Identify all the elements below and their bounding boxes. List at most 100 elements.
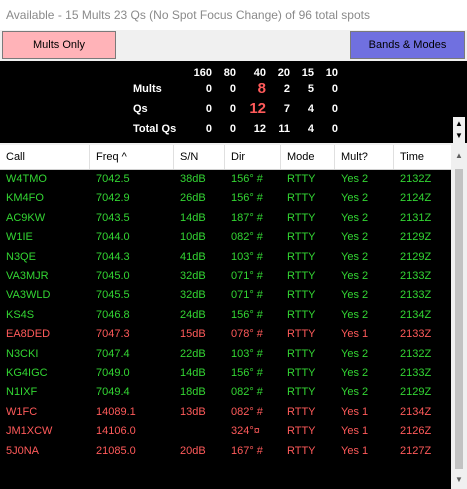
- table-row[interactable]: EA8DED 7047.3 15dB 078° # RTTY Yes 1 2133Z: [0, 325, 451, 344]
- cell-freq: 14106.0: [90, 422, 136, 441]
- cell-mode: RTTY: [281, 364, 316, 383]
- band-160: 160: [186, 67, 212, 79]
- cell-freq: 7045.5: [90, 286, 130, 305]
- cell-call: AC9KW: [0, 209, 45, 228]
- table-row[interactable]: W1IE 7044.0 10dB 082° # RTTY Yes 2 2129Z: [0, 228, 451, 247]
- cell-sn: 13dB: [174, 403, 206, 422]
- cell-mode: RTTY: [281, 383, 316, 402]
- table-row[interactable]: 5J0NA 21085.0 20dB 167° # RTTY Yes 1 2127Z: [0, 442, 451, 461]
- cell-sn: 20dB: [174, 442, 206, 461]
- list-scroll-down-icon[interactable]: ▼: [451, 473, 467, 487]
- spot-list-header: Call Freq ^ S/N Dir Mode Mult? Time: [0, 145, 451, 170]
- cell-freq: 14089.1: [90, 403, 136, 422]
- band-80: 80: [216, 67, 236, 79]
- cell-call: KM4FO: [0, 189, 44, 208]
- cell-mode: RTTY: [281, 209, 316, 228]
- cell-time: 2129Z: [394, 383, 431, 402]
- cell-time: 2124Z: [394, 189, 431, 208]
- cell-dir: 156° #: [225, 306, 263, 325]
- cell-mult: Yes 2: [335, 248, 368, 267]
- cell-time: 2126Z: [394, 422, 431, 441]
- qs-10: 0: [318, 103, 338, 115]
- spot-list: Call Freq ^ S/N Dir Mode Mult? Time W4TM…: [0, 145, 451, 489]
- cell-dir: 082° #: [225, 403, 263, 422]
- cell-dir: 156° #: [225, 170, 263, 189]
- cell-mult: Yes 2: [335, 267, 368, 286]
- cell-dir: 078° #: [225, 325, 263, 344]
- cell-sn: 32dB: [174, 286, 206, 305]
- cell-freq: 7047.3: [90, 325, 130, 344]
- table-row[interactable]: W4TMO 7042.5 38dB 156° # RTTY Yes 2 2132Z: [0, 170, 451, 189]
- cell-call: VA3WLD: [0, 286, 50, 305]
- col-mult[interactable]: Mult?: [335, 145, 394, 169]
- list-scroll-thumb[interactable]: [455, 169, 463, 469]
- band-40: 40: [244, 67, 266, 79]
- col-dir[interactable]: Dir: [225, 145, 281, 169]
- cell-time: 2133Z: [394, 364, 431, 383]
- cell-dir: 156° #: [225, 189, 263, 208]
- list-scrollbar[interactable]: ▲ ▼: [451, 145, 467, 489]
- cell-sn: 38dB: [174, 170, 206, 189]
- cell-call: 5J0NA: [0, 442, 39, 461]
- col-call[interactable]: Call: [0, 145, 90, 169]
- cell-mode: RTTY: [281, 325, 316, 344]
- cell-mult: Yes 1: [335, 325, 368, 344]
- table-row[interactable]: VA3MJR 7045.0 32dB 071° # RTTY Yes 2 2133Z: [0, 267, 451, 286]
- qs-label: Qs: [133, 103, 148, 115]
- mults-only-button[interactable]: Mults Only: [2, 31, 116, 59]
- cell-time: 2132Z: [394, 170, 431, 189]
- band-20: 20: [270, 67, 290, 79]
- col-mode[interactable]: Mode: [281, 145, 335, 169]
- cell-call: JM1XCW: [0, 422, 52, 441]
- cell-time: 2129Z: [394, 248, 431, 267]
- qs-80: 0: [216, 103, 236, 115]
- table-row[interactable]: KS4S 7046.8 24dB 156° # RTTY Yes 2 2134Z: [0, 306, 451, 325]
- cell-call: EA8DED: [0, 325, 50, 344]
- total-qs-10: 0: [318, 123, 338, 135]
- cell-sn: 24dB: [174, 306, 206, 325]
- cell-time: 2131Z: [394, 209, 431, 228]
- cell-freq: 7042.9: [90, 189, 130, 208]
- total-qs-40: 12: [244, 123, 266, 135]
- cell-dir: 103° #: [225, 248, 263, 267]
- cell-mult: Yes 2: [335, 209, 368, 228]
- cell-dir: 071° #: [225, 267, 263, 286]
- scroll-down-icon[interactable]: ▼: [453, 130, 465, 142]
- table-row[interactable]: N1IXF 7049.4 18dB 082° # RTTY Yes 2 2129Z: [0, 383, 451, 402]
- cell-freq: 7043.5: [90, 209, 130, 228]
- table-row[interactable]: AC9KW 7043.5 14dB 187° # RTTY Yes 2 2131Z: [0, 209, 451, 228]
- cell-mult: Yes 2: [335, 286, 368, 305]
- table-row[interactable]: VA3WLD 7045.5 32dB 071° # RTTY Yes 2 2133Z: [0, 286, 451, 305]
- table-row[interactable]: JM1XCW 14106.0 324°¤ RTTY Yes 1 2126Z: [0, 422, 451, 441]
- cell-mult: Yes 2: [335, 170, 368, 189]
- cell-time: 2127Z: [394, 442, 431, 461]
- table-row[interactable]: N3QE 7044.3 41dB 103° # RTTY Yes 2 2129Z: [0, 248, 451, 267]
- cell-time: 2132Z: [394, 345, 431, 364]
- band-stats-panel: 160 80 40 20 15 10 Mults 0 0 8 2 5 0 Qs …: [0, 61, 451, 143]
- col-time[interactable]: Time: [394, 145, 451, 169]
- total-qs-160: 0: [186, 123, 212, 135]
- table-row[interactable]: KM4FO 7042.9 26dB 156° # RTTY Yes 2 2124Z: [0, 189, 451, 208]
- col-sn[interactable]: S/N: [174, 145, 225, 169]
- mults-40: 8: [244, 80, 266, 97]
- qs-160: 0: [186, 103, 212, 115]
- cell-time: 2129Z: [394, 228, 431, 247]
- table-row[interactable]: N3CKI 7047.4 22dB 103° # RTTY Yes 2 2132Z: [0, 345, 451, 364]
- table-row[interactable]: KG4IGC 7049.0 14dB 156° # RTTY Yes 2 2133Z: [0, 364, 451, 383]
- cell-mode: RTTY: [281, 422, 316, 441]
- col-freq[interactable]: Freq ^: [90, 145, 174, 169]
- cell-dir: 082° #: [225, 228, 263, 247]
- bands-modes-button[interactable]: Bands & Modes: [350, 31, 465, 59]
- cell-dir: 187° #: [225, 209, 263, 228]
- cell-freq: 7045.0: [90, 267, 130, 286]
- list-scroll-up-icon[interactable]: ▲: [451, 149, 467, 163]
- stats-scrollbar[interactable]: ▲ ▼: [451, 61, 467, 143]
- cell-mult: Yes 2: [335, 306, 368, 325]
- cell-sn: 41dB: [174, 248, 206, 267]
- qs-40: 12: [244, 100, 266, 117]
- cell-mult: Yes 1: [335, 403, 368, 422]
- cell-dir: 156° #: [225, 364, 263, 383]
- cell-call: KG4IGC: [0, 364, 48, 383]
- scroll-up-icon[interactable]: ▲: [453, 118, 465, 130]
- table-row[interactable]: W1FC 14089.1 13dB 082° # RTTY Yes 1 2134Z: [0, 403, 451, 422]
